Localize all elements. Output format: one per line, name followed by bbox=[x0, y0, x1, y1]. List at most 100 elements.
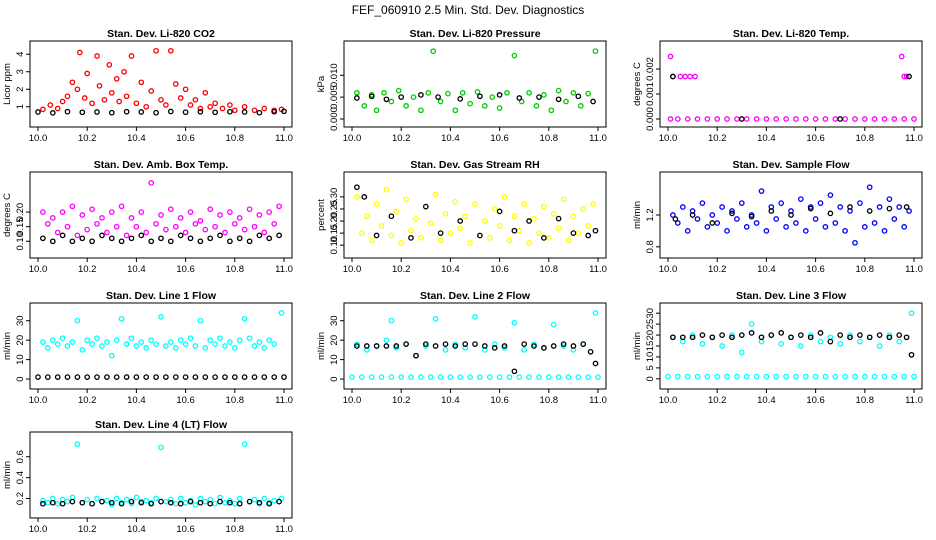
data-point bbox=[827, 210, 834, 217]
data-point bbox=[797, 343, 804, 349]
data-point bbox=[182, 374, 189, 380]
panel-title: Stan. Dev. Line 3 Flow bbox=[736, 290, 847, 302]
data-point bbox=[555, 374, 562, 380]
data-point bbox=[261, 229, 268, 236]
data-point bbox=[354, 95, 360, 101]
data-point bbox=[153, 341, 159, 347]
data-point bbox=[541, 345, 547, 351]
data-point bbox=[694, 116, 701, 122]
data-point bbox=[807, 334, 814, 341]
data-point bbox=[81, 95, 88, 101]
y-tick-label: 30 bbox=[645, 308, 656, 319]
data-point bbox=[496, 374, 503, 380]
data-point bbox=[832, 116, 839, 122]
x-tick-label: 10.4 bbox=[127, 395, 146, 406]
data-point bbox=[822, 224, 829, 230]
data-point bbox=[241, 226, 248, 233]
data-point bbox=[49, 337, 56, 344]
data-point bbox=[837, 116, 844, 122]
data-point bbox=[670, 212, 676, 218]
data-point bbox=[54, 341, 61, 347]
data-point bbox=[358, 374, 365, 380]
data-point bbox=[276, 203, 282, 210]
data-point bbox=[773, 216, 780, 222]
data-point bbox=[511, 52, 518, 59]
data-point bbox=[403, 196, 409, 203]
data-point bbox=[768, 208, 775, 214]
data-point bbox=[496, 208, 503, 215]
x-tick-label: 10.0 bbox=[343, 264, 362, 275]
data-point bbox=[246, 206, 253, 213]
data-point bbox=[217, 232, 223, 239]
x-tick-label: 10.4 bbox=[441, 264, 460, 275]
data-point bbox=[69, 79, 76, 86]
data-point bbox=[231, 374, 238, 380]
panel-title: Stan. Dev. Li-820 Pressure bbox=[409, 28, 540, 40]
x-tick-label: 11.0 bbox=[275, 524, 293, 535]
data-point bbox=[388, 213, 395, 220]
data-point bbox=[167, 206, 174, 213]
data-point bbox=[886, 332, 893, 338]
data-point bbox=[167, 499, 174, 506]
data-point bbox=[699, 332, 706, 338]
data-point bbox=[153, 495, 159, 502]
data-point bbox=[590, 98, 596, 105]
data-point bbox=[447, 230, 454, 236]
data-point bbox=[886, 205, 893, 212]
data-point bbox=[545, 374, 552, 380]
data-point bbox=[118, 500, 125, 507]
y-tick-label: 5 bbox=[645, 365, 656, 370]
data-point bbox=[670, 73, 676, 80]
data-point bbox=[903, 334, 910, 341]
data-point bbox=[472, 201, 478, 207]
y-axis-label: degrees C bbox=[2, 193, 13, 237]
data-point bbox=[89, 500, 95, 507]
data-point bbox=[104, 339, 110, 345]
data-point bbox=[227, 339, 233, 345]
data-point bbox=[866, 184, 873, 191]
data-point bbox=[148, 500, 155, 507]
data-point bbox=[35, 109, 41, 115]
data-point bbox=[734, 373, 740, 380]
x-tick-label: 10.4 bbox=[441, 133, 460, 144]
data-point bbox=[743, 116, 750, 122]
data-point bbox=[699, 200, 706, 206]
data-point bbox=[738, 200, 745, 206]
panel-10: Stan. Dev. Line 4 (LT) Flow 10.0 10.2 10.4 1… bbox=[2, 419, 293, 535]
x-tick-label: 10.6 bbox=[806, 264, 825, 275]
data-point bbox=[709, 220, 716, 226]
data-point bbox=[128, 500, 135, 507]
data-point bbox=[212, 374, 218, 380]
data-point bbox=[79, 347, 86, 353]
data-point bbox=[817, 330, 824, 336]
data-point bbox=[580, 206, 587, 212]
y-tick-label: 0.25 bbox=[329, 200, 340, 219]
y-axis-label: ml/min bbox=[632, 332, 643, 360]
data-point bbox=[354, 341, 360, 347]
data-point bbox=[709, 334, 716, 341]
data-point bbox=[104, 229, 110, 236]
y-tick-label: 0.15 bbox=[15, 217, 26, 236]
data-point bbox=[187, 235, 194, 242]
data-point bbox=[714, 373, 721, 380]
data-point bbox=[427, 220, 434, 227]
data-point bbox=[89, 238, 95, 245]
data-point bbox=[674, 373, 681, 380]
data-point bbox=[256, 212, 263, 218]
data-point bbox=[729, 334, 735, 341]
data-point bbox=[74, 441, 81, 448]
data-point bbox=[667, 116, 674, 122]
y-axis-label: ml/min bbox=[316, 332, 327, 360]
data-point bbox=[418, 235, 424, 241]
y-axis-label: percent bbox=[316, 199, 327, 231]
data-point bbox=[729, 332, 735, 338]
data-point bbox=[545, 235, 552, 241]
data-point bbox=[64, 223, 71, 230]
data-point bbox=[383, 96, 390, 103]
data-point bbox=[388, 98, 395, 105]
panel-title: Stan. Dev. Line 4 (LT) Flow bbox=[95, 419, 228, 431]
data-point bbox=[163, 343, 169, 349]
data-point bbox=[113, 223, 120, 230]
data-point bbox=[373, 343, 380, 349]
data-point bbox=[148, 180, 155, 186]
